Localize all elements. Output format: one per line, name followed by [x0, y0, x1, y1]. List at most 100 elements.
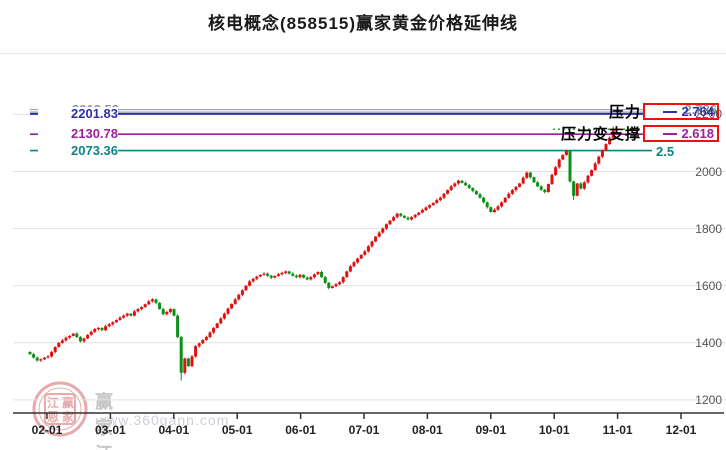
candle-body [320, 271, 324, 278]
candle-body [154, 299, 158, 303]
candle-body [28, 351, 32, 355]
candle-body [104, 326, 108, 331]
candle-body [262, 273, 266, 275]
candle-body [453, 183, 457, 187]
x-axis-label: 12-01 [665, 423, 697, 437]
candle-body [449, 186, 453, 191]
candle-body [348, 266, 352, 272]
candle-body [572, 181, 576, 196]
support-ratio-box: 2.618 [643, 125, 719, 143]
candle-body [280, 272, 284, 275]
x-axis-label: 08-01 [412, 423, 443, 437]
svg-text:江: 江 [47, 395, 59, 410]
candle-body [302, 274, 306, 278]
candle-body [183, 358, 187, 373]
line-swatch-icon [663, 132, 678, 135]
candle-body [42, 357, 46, 360]
svg-text:赢: 赢 [62, 395, 74, 410]
x-axis-label: 04-01 [158, 423, 190, 437]
candle-body [388, 220, 392, 225]
candle-body [456, 180, 460, 184]
candle-body [172, 309, 176, 316]
y-axis-label: 1200 [695, 392, 722, 407]
candle-body [125, 313, 129, 316]
candle-body [492, 209, 496, 213]
candle-body [129, 313, 133, 316]
candle-body [233, 299, 237, 304]
x-axis-label: 07-01 [348, 423, 380, 437]
candle-body [554, 167, 558, 175]
candle-body [230, 303, 234, 309]
ratio-value: 2.786 2.764 [681, 102, 717, 120]
candle-body [338, 282, 342, 285]
candle-body [226, 308, 230, 314]
candle-body [446, 190, 450, 194]
candle-body [327, 282, 331, 288]
candle-body [291, 273, 295, 276]
x-axis-label: 06-01 [285, 423, 316, 437]
candle-body [615, 129, 619, 131]
candle-body [68, 335, 72, 338]
candle-body [39, 359, 43, 361]
candle-body [266, 273, 270, 276]
title-separator [0, 53, 726, 54]
candle-body [309, 277, 313, 280]
candle-body [35, 357, 39, 361]
ratio-25-label: 2.5 [656, 143, 675, 159]
candle-body [377, 232, 381, 237]
candle-body [417, 212, 421, 215]
candle-body [168, 309, 172, 312]
candle-body [100, 327, 104, 331]
candle-body [600, 150, 604, 157]
candle-body [176, 315, 180, 338]
candle-body [464, 182, 468, 186]
line-swatch-icon [663, 110, 678, 113]
candle-body [82, 338, 86, 342]
candle-body [143, 304, 147, 308]
candle-body [550, 174, 554, 185]
candle-body [352, 262, 356, 267]
candle-body [485, 202, 489, 208]
candle-body [356, 258, 360, 263]
candle-body [536, 182, 540, 187]
candle-body [579, 183, 583, 189]
candle-body [244, 285, 248, 291]
candle-body [478, 194, 482, 198]
candle-body [190, 356, 194, 367]
candle-body [402, 215, 406, 218]
candle-body [611, 129, 615, 138]
candle-body [86, 334, 90, 339]
candle-body [557, 159, 561, 168]
candle-body [64, 337, 68, 341]
candle-body [316, 271, 320, 275]
candle-body [489, 207, 493, 213]
candle-body [150, 299, 154, 302]
x-axis-label: 03-01 [95, 423, 126, 437]
x-axis-label: 05-01 [221, 423, 253, 437]
candle-body [255, 276, 259, 279]
candle-body [514, 186, 518, 191]
candle-body [384, 224, 388, 229]
candle-body [359, 254, 363, 259]
candle-body [525, 172, 529, 178]
candle-body [248, 281, 252, 286]
candle-body [284, 271, 288, 273]
y-axis-label: 1800 [695, 221, 722, 236]
candle-body [510, 190, 514, 194]
candle-body [420, 210, 424, 213]
candle-body [575, 183, 579, 196]
candle-body [608, 137, 612, 145]
x-axis-label: 10-01 [538, 423, 570, 437]
candle-body [482, 197, 486, 203]
candle-body [399, 213, 403, 216]
candle-body [212, 327, 216, 333]
candle-body [179, 337, 183, 373]
candle-body [305, 277, 309, 280]
level-price-label-2764: 2201.83 [38, 106, 118, 121]
candle-body [345, 271, 349, 278]
candle-body [136, 309, 140, 312]
candle-body [341, 277, 345, 283]
watermark-brand-text: 赢家江恩软件 [95, 392, 115, 450]
candle-body [460, 180, 464, 183]
